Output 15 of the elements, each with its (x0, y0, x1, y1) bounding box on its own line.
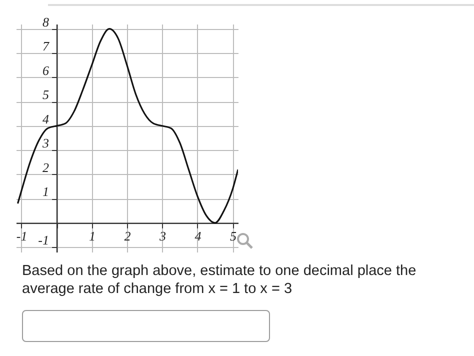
x-tick-label: 3 (158, 228, 166, 244)
y-tick-label: 6 (42, 62, 50, 78)
y-tick-label: 4 (42, 111, 50, 126)
y-tick-label: 8 (42, 14, 50, 30)
x-tick-label: 2 (124, 228, 132, 244)
x-tick-label: -1 (16, 228, 28, 244)
x-tick-label: 1 (89, 228, 96, 244)
y-tick-label: 1 (42, 184, 50, 200)
y-tick-label: 5 (42, 87, 50, 102)
x-tick-label: 5 (230, 228, 237, 244)
y-tick-label: 3 (42, 136, 50, 151)
x-tick-label: 4 (194, 228, 202, 244)
y-tick-label: 7 (42, 38, 50, 54)
y-tick-label: 2 (42, 160, 50, 175)
text: Based on the graph above, estimate to one decimal place the average rate of change from x = 1 to x = 3 (22, 262, 418, 298)
